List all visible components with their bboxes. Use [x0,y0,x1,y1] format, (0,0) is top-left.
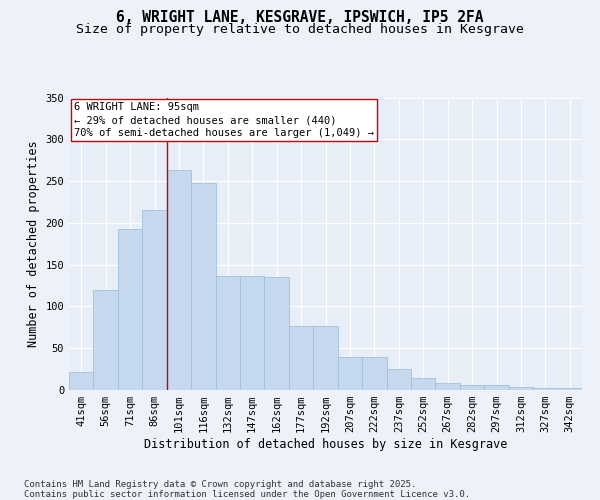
Bar [436,384,460,390]
Bar [94,290,118,390]
Bar [240,276,265,390]
Bar [411,378,436,390]
Bar [386,369,411,390]
X-axis label: Distribution of detached houses by size in Kesgrave: Distribution of detached houses by size … [144,438,507,451]
Bar [289,326,313,390]
Bar [118,228,142,390]
Text: Contains HM Land Registry data © Crown copyright and database right 2025.
Contai: Contains HM Land Registry data © Crown c… [24,480,470,499]
Bar [557,388,582,390]
Bar [265,277,289,390]
Text: 6, WRIGHT LANE, KESGRAVE, IPSWICH, IP5 2FA: 6, WRIGHT LANE, KESGRAVE, IPSWICH, IP5 2… [116,10,484,25]
Text: 6 WRIGHT LANE: 95sqm
← 29% of detached houses are smaller (440)
70% of semi-deta: 6 WRIGHT LANE: 95sqm ← 29% of detached h… [74,102,374,139]
Bar [167,170,191,390]
Bar [191,182,215,390]
Text: Size of property relative to detached houses in Kesgrave: Size of property relative to detached ho… [76,22,524,36]
Bar [215,276,240,390]
Bar [533,388,557,390]
Bar [509,386,533,390]
Y-axis label: Number of detached properties: Number of detached properties [27,140,40,347]
Bar [142,210,167,390]
Bar [484,385,509,390]
Bar [460,385,484,390]
Bar [338,358,362,390]
Bar [362,358,386,390]
Bar [313,326,338,390]
Bar [69,372,94,390]
